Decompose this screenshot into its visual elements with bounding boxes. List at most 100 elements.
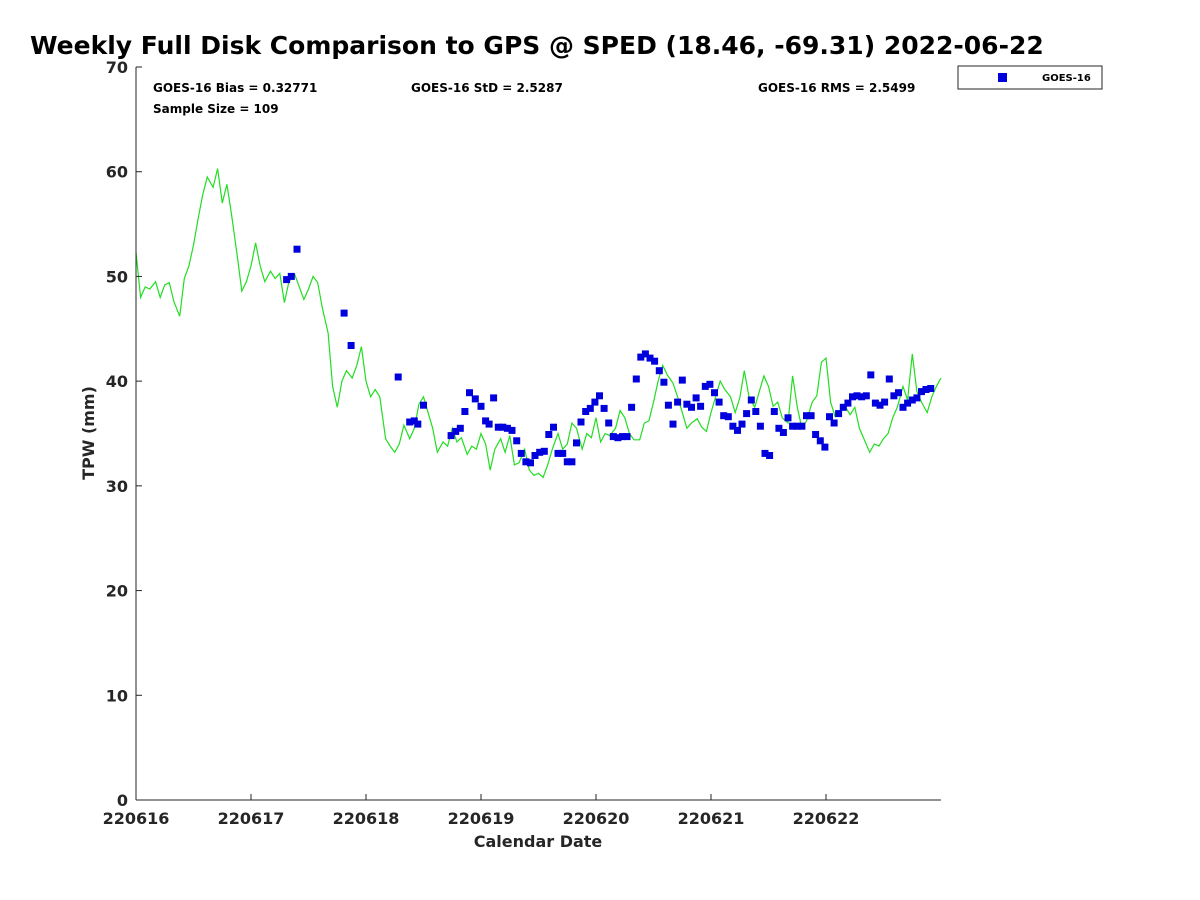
goes16-data-point <box>550 423 557 431</box>
x-tick-label: 220616 <box>103 809 170 828</box>
goes16-data-point <box>789 422 797 430</box>
chart-title: Weekly Full Disk Comparison to GPS @ SPE… <box>30 31 1044 60</box>
goes16-data-point <box>559 449 567 457</box>
x-tick-label: 220618 <box>333 809 400 828</box>
goes16-data-point <box>340 309 348 317</box>
goes16-data-point <box>619 433 626 441</box>
goes16-data-point <box>807 412 815 420</box>
goes16-data-point <box>908 396 916 404</box>
goes16-data-point <box>738 420 746 428</box>
goes16-data-point <box>494 423 502 431</box>
goes16-data-point <box>527 459 534 467</box>
rms-annotation: GOES-16 RMS = 2.5499 <box>758 81 915 95</box>
goes16-data-point <box>692 394 700 402</box>
goes16-data-point <box>711 389 718 397</box>
y-tick-label: 0 <box>117 791 128 810</box>
goes16-data-point <box>641 350 649 358</box>
x-tick-label: 220622 <box>793 809 860 828</box>
goes16-data-point <box>614 434 622 442</box>
goes16-data-point <box>632 375 640 383</box>
goes16-data-point <box>563 458 571 466</box>
goes16-data-point <box>664 401 672 409</box>
goes16-data-point <box>287 272 295 280</box>
goes16-data-point <box>545 431 553 438</box>
goes16-data-point <box>849 393 856 401</box>
goes16-data-point <box>720 412 728 420</box>
x-tick-label: 220620 <box>563 809 630 828</box>
goes16-data-point <box>862 392 870 400</box>
y-axis-label: TPW (mm) <box>79 386 98 480</box>
goes16-data-point <box>490 394 498 402</box>
goes16-data-point <box>609 433 617 441</box>
goes16-data-point <box>646 354 654 362</box>
goes16-data-point <box>904 399 912 407</box>
goes16-data-point <box>582 408 590 415</box>
goes16-data-point <box>283 276 291 284</box>
goes16-data-point <box>826 413 833 421</box>
goes16-data-point <box>756 422 764 430</box>
goes16-data-point <box>573 439 580 447</box>
goes16-data-point <box>522 458 530 466</box>
y-tick-label: 30 <box>106 477 128 496</box>
goes16-data-point <box>586 404 594 412</box>
x-tick-label: 220617 <box>218 809 285 828</box>
goes16-data-point <box>779 429 787 436</box>
goes16-data-point <box>508 426 516 434</box>
legend: GOES-16 <box>957 65 1103 90</box>
goes16-data-point <box>477 402 485 410</box>
goes16-data-point <box>876 401 884 409</box>
goes16-data-point <box>881 398 889 406</box>
goes16-data-point <box>821 443 829 451</box>
goes16-data-point <box>766 452 774 459</box>
goes16-data-point <box>890 392 898 400</box>
goes16-data-point <box>895 389 902 397</box>
goes16-data-point <box>793 422 801 430</box>
axes: 0 10 20 30 40 50 60 70 220616 220617 220618 220619… <box>103 58 941 828</box>
x-tick-label: 220621 <box>678 809 745 828</box>
goes16-data-point <box>452 427 460 435</box>
goes16-data-point <box>922 386 930 393</box>
gps-line-layer <box>135 168 942 479</box>
x-axis-label: Calendar Date <box>474 832 603 851</box>
goes16-data-point <box>729 422 737 430</box>
bias-annotation: GOES-16 Bias = 0.32771 <box>153 81 317 95</box>
goes16-data-point <box>637 353 645 361</box>
goes16-data-point <box>853 392 861 400</box>
x-tick-label: 220619 <box>448 809 515 828</box>
goes16-data-point <box>858 393 866 401</box>
goes16-data-point <box>761 449 769 457</box>
goes16-data-point <box>623 433 631 441</box>
plot-background <box>136 67 941 800</box>
goes16-data-point <box>674 398 682 406</box>
stats-annotations: GOES-16 Bias = 0.32771 GOES-16 StD = 2.5… <box>153 81 915 116</box>
goes16-data-point <box>471 395 479 403</box>
goes16-data-point <box>816 437 824 445</box>
goes16-data-point <box>517 449 525 457</box>
goes16-data-point <box>466 389 473 397</box>
goes16-data-point <box>513 437 521 445</box>
goes16-data-point <box>596 392 603 400</box>
goes16-data-point <box>540 447 548 455</box>
goes16-data-point <box>803 412 810 420</box>
goes16-data-point <box>697 402 705 410</box>
gps-series-line <box>135 168 942 479</box>
legend-label-goes16: GOES-16 <box>1042 73 1091 84</box>
goes16-data-point <box>406 418 414 426</box>
goes16-data-point <box>927 385 935 392</box>
goes16-data-point <box>743 410 751 418</box>
y-tick-label: 40 <box>106 372 128 391</box>
goes16-data-point <box>678 376 686 384</box>
goes16-data-point <box>867 371 875 379</box>
y-tick-label: 60 <box>106 163 128 182</box>
goes16-data-point <box>420 401 427 409</box>
y-ticks: 0 10 20 30 40 50 60 70 <box>106 58 142 810</box>
plot-area <box>135 67 942 800</box>
y-tick-label: 10 <box>106 686 128 705</box>
goes16-data-point <box>839 403 847 411</box>
goes16-data-point <box>918 388 925 396</box>
goes16-data-point <box>775 424 783 432</box>
goes16-data-point <box>655 367 663 375</box>
goes16-data-point <box>784 414 792 422</box>
goes16-data-point <box>706 380 714 388</box>
